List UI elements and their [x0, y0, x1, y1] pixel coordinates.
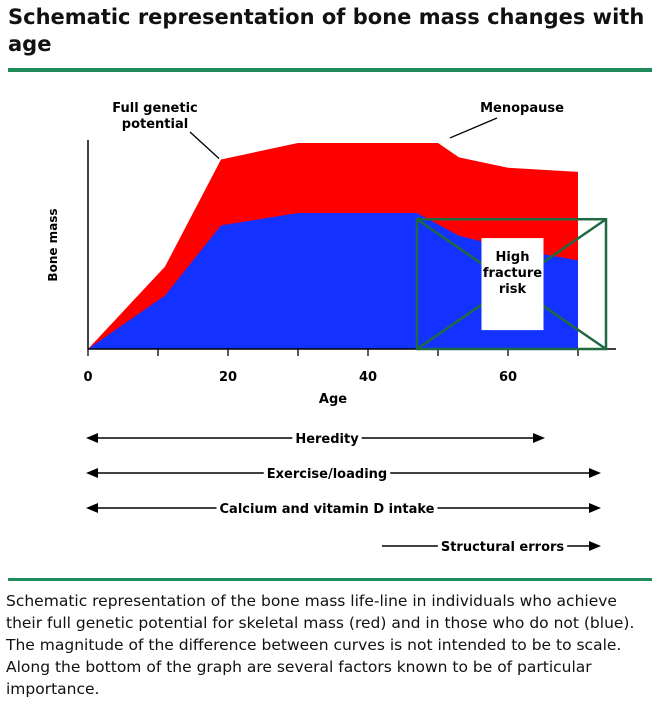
- top-divider: [8, 68, 652, 72]
- factor-label-background: [437, 537, 568, 555]
- fracture-label-line1: High: [496, 250, 530, 265]
- factor-row: Structural errors: [382, 537, 601, 555]
- factor-label-background: [263, 464, 391, 482]
- x-tick-label: 20: [219, 370, 237, 385]
- fracture-label-background: [481, 238, 544, 331]
- factor-row: Calcium and vitamin D intake: [86, 499, 601, 517]
- factor-label: Heredity: [295, 432, 359, 447]
- x-tick-label: 0: [83, 370, 92, 385]
- fracture-box-outline: [415, 217, 608, 351]
- menopause-leader: [449, 117, 498, 139]
- figure-caption: Schematic representation of the bone mas…: [6, 592, 635, 698]
- bottom-divider: [8, 578, 652, 581]
- x-tick-label: 40: [359, 370, 377, 385]
- y-axis-label: Bone mass: [46, 208, 60, 281]
- bone-mass-chart: 0 20 40 60 Age Bone mass Full geneticpotentia…: [46, 101, 616, 555]
- annotation-full-genetic-line2: potential: [122, 117, 188, 132]
- full-genetic-leader: [189, 131, 220, 159]
- factor-label: Exercise/loading: [267, 467, 387, 482]
- fracture-label-line3: risk: [499, 282, 527, 297]
- factor-label-background: [292, 429, 362, 447]
- factor-row: Exercise/loading: [86, 464, 601, 482]
- x-tick-label: 60: [499, 370, 517, 385]
- factor-label: Structural errors: [441, 540, 565, 555]
- fracture-label-line2: fracture: [483, 266, 542, 281]
- page-title: Schematic representation of bone mass ch…: [8, 5, 645, 56]
- x-axis-label: Age: [319, 392, 347, 407]
- chart-figure: 0 20 40 60 Age Bone mass Full genetic potentia…: [0, 80, 660, 570]
- annotation-menopause: Menopause: [480, 101, 564, 116]
- factor-row: Heredity: [86, 429, 545, 447]
- annotation-full-genetic-line1: Full genetic: [112, 101, 198, 116]
- factor-label: Calcium and vitamin D intake: [220, 502, 435, 517]
- factor-label-background: [216, 499, 438, 517]
